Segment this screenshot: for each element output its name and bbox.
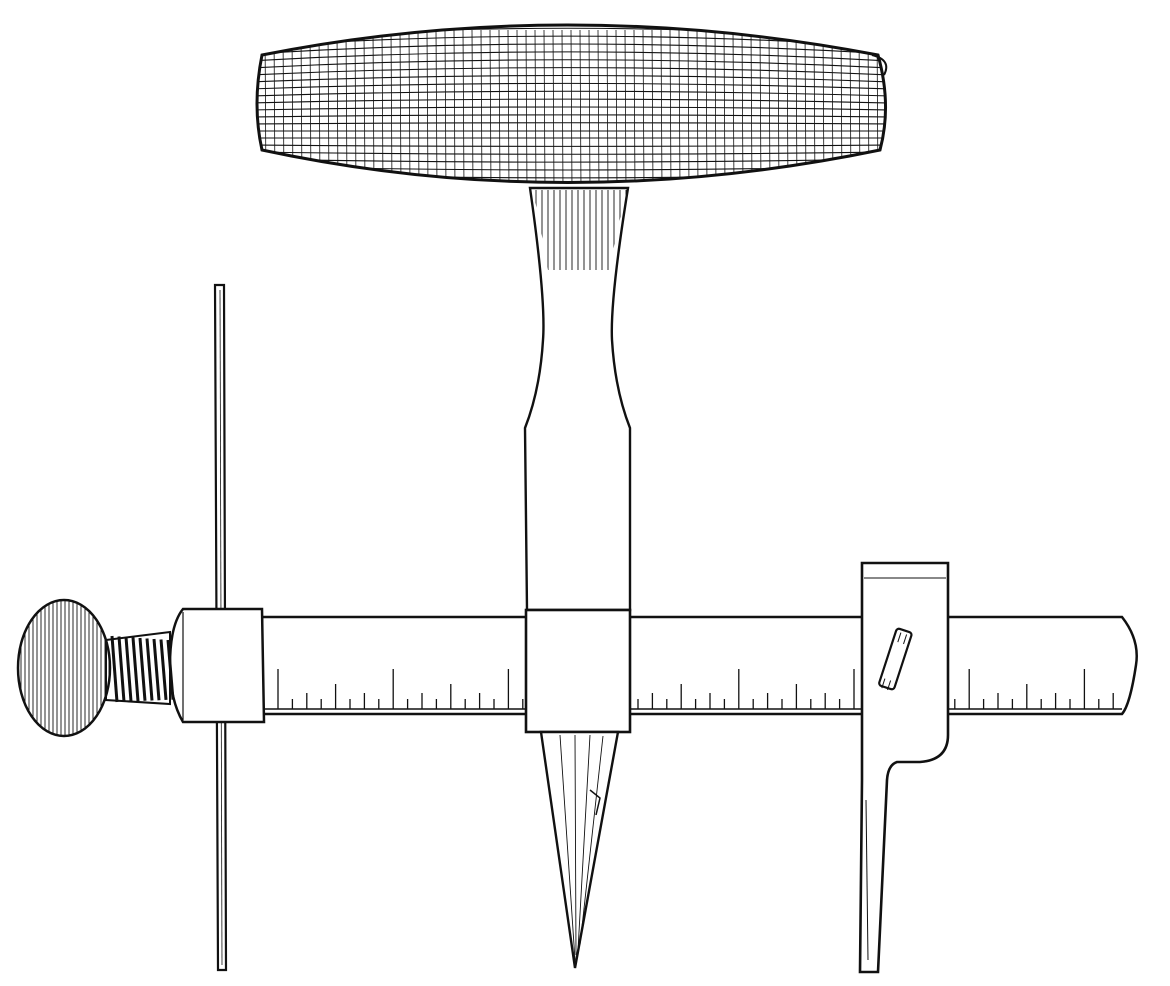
grain-vertical [525,29,528,183]
grain-vertical [390,29,393,183]
grain-vertical [534,29,537,183]
grain-vertical [345,29,348,183]
grain-vertical [651,29,654,183]
grain-vertical [606,29,609,183]
grain-vertical [741,29,744,183]
scale-ticks [277,669,1114,709]
sliding-cutter-head [858,561,950,974]
grain-line [257,106,886,111]
grain-line [257,43,886,55]
grain-vertical [426,29,429,183]
grain-vertical [588,29,591,183]
grain-vertical [516,29,519,183]
grain-vertical [435,29,438,183]
grain-vertical [498,29,501,183]
grain-line [257,59,886,69]
thread-line [110,635,119,703]
grain-vertical [597,29,600,183]
grain-vertical [462,29,465,183]
grain-vertical [444,29,447,183]
grain-line [257,137,886,140]
graduated-beam [260,615,1138,716]
grain-vertical [804,29,807,183]
grain-line [257,74,886,83]
grain-line [257,144,886,147]
grain-vertical [759,29,762,183]
grain-vertical [750,29,753,183]
thread-line [159,639,168,701]
grain-vertical [723,29,726,183]
grain-vertical [561,29,564,183]
grain-vertical [768,29,771,183]
grain-vertical [732,29,735,183]
grain-vertical [543,29,546,183]
grain-vertical [624,29,627,183]
grain-vertical [381,29,384,183]
grain-vertical [669,29,672,183]
grain-vertical [777,29,780,183]
grain-line [257,122,886,125]
grain-line [257,151,886,155]
grain-line [257,98,886,104]
thread-line [117,636,126,702]
thread-line [166,639,175,700]
grain-line [257,114,886,118]
grain-vertical [570,29,573,183]
center-point [539,730,620,969]
thumb-screw [16,598,175,738]
grain-vertical [399,29,402,183]
grain-vertical [633,29,636,183]
cutter-blade [865,799,869,961]
tapered-shank [523,186,632,612]
thread-line [124,636,133,702]
thread-line [152,638,161,701]
screw-threads [110,635,175,703]
grain-vertical [786,29,789,183]
grain-vertical [687,29,690,183]
grain-vertical [363,29,366,183]
thread-line [145,638,154,701]
grain-vertical [453,29,456,183]
wooden-t-handle [255,23,888,184]
grain-vertical [552,29,555,183]
grain-vertical [714,29,717,183]
grain-vertical [696,29,699,183]
grain-vertical [579,29,582,183]
grain-vertical [372,29,375,183]
thread-line [138,637,147,701]
center-sleeve [524,608,632,734]
grain-line [257,67,886,76]
grain-vertical [705,29,708,183]
grain-vertical [615,29,618,183]
grain-vertical [408,29,411,183]
grain-vertical [660,29,663,183]
grain-line [257,158,886,163]
grain-vertical [336,29,339,183]
end-clamp-block [168,607,266,724]
grain-vertical [480,29,483,183]
thumb-screw-knob [16,598,112,738]
grain-vertical [642,29,645,183]
grain-vertical [678,29,681,183]
grain-vertical [489,29,492,183]
grain-vertical [471,29,474,183]
thread-line [131,637,140,702]
grain-vertical [507,29,510,183]
set-screw [878,627,913,692]
grain-line [257,90,886,97]
grain-line [257,35,886,48]
grain-line [257,82,886,90]
grain-vertical [417,29,420,183]
grain-vertical [795,29,798,183]
grain-line [257,51,886,62]
grain-vertical [354,29,357,183]
